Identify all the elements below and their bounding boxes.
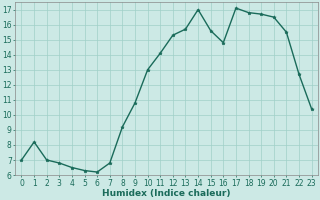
X-axis label: Humidex (Indice chaleur): Humidex (Indice chaleur)	[102, 189, 231, 198]
